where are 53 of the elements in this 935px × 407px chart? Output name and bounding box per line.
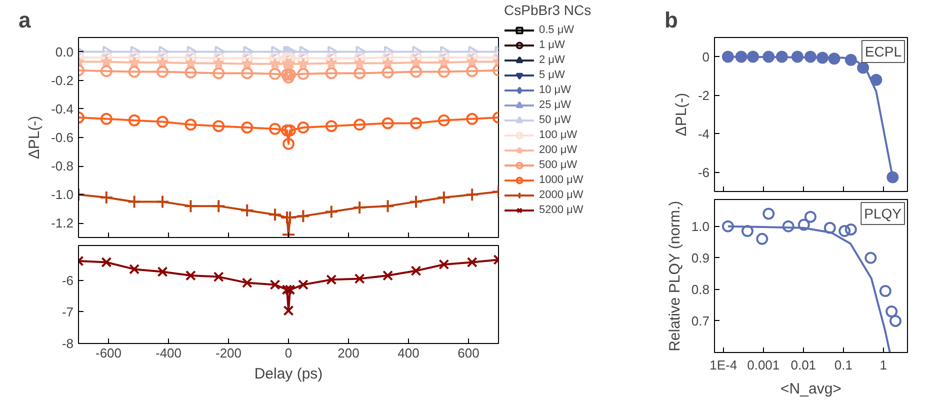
y-tick-label: -1.0 <box>51 187 74 202</box>
annotation: PLQY <box>864 206 902 222</box>
legend-label: 500 μW <box>539 158 578 172</box>
legend-label: 200 μW <box>539 143 578 157</box>
y-tick-label: -1.2 <box>51 216 74 231</box>
y-tick-label: -0.2 <box>51 72 74 88</box>
y-tick-label: -8 <box>62 336 74 351</box>
annotation: ECPL <box>864 44 902 60</box>
legend-label: 25 μW <box>539 98 572 112</box>
x-tick-label: -400 <box>155 346 182 360</box>
x-tick-label: 0.1 <box>834 358 852 372</box>
y-axis-title: Relative PLQY (norm.) <box>666 200 684 352</box>
y-tick-label: 1.0 <box>691 218 710 234</box>
x-axis-title: <N_avg> <box>780 380 842 398</box>
x-axis-title: Delay (ps) <box>254 366 323 382</box>
x-tick-label: 200 <box>338 346 360 360</box>
y-tick-label: -7 <box>62 304 74 320</box>
y-tick-label: -0.8 <box>51 158 74 174</box>
y-tick-label: -4 <box>698 126 710 142</box>
y-axis-title: ΔPL(-) <box>672 92 690 136</box>
y-tick-label: -0.4 <box>51 101 74 116</box>
legend-label: 2 μW <box>539 53 565 67</box>
x-tick-label: 600 <box>458 346 480 360</box>
legend-label: 1000 μW <box>539 173 584 187</box>
y-tick-label: 0.7 <box>691 313 710 328</box>
y-tick-label: 0.8 <box>691 282 710 297</box>
legend-label: 2000 μW <box>539 188 584 202</box>
y-tick-label: -6 <box>62 272 74 288</box>
y-tick-label: 0.9 <box>691 250 710 266</box>
legend-label: 5 μW <box>539 68 565 82</box>
legend-label: 1 μW <box>539 38 565 52</box>
y-tick-label: -6 <box>698 164 710 180</box>
x-tick-label: 1 <box>880 358 888 372</box>
chart-title: b <box>664 8 678 32</box>
y-tick-label: -2 <box>698 88 710 103</box>
legend-label: 5200 μW <box>539 203 584 217</box>
x-tick-label: 0.001 <box>747 358 780 372</box>
y-tick-label: -0.6 <box>51 130 74 145</box>
y-axis-title: ΔPL(-) <box>26 116 44 160</box>
legend-label: 10 μW <box>539 83 572 97</box>
legend-label: 100 μW <box>539 128 578 142</box>
x-tick-label: 0.01 <box>790 358 816 372</box>
legend-title: CsPbBr3 NCs <box>504 2 592 18</box>
legend-label: 0.5 μW <box>539 23 574 37</box>
y-tick-label: 0.0 <box>55 44 74 60</box>
x-tick-label: -200 <box>215 346 242 360</box>
x-tick-label: 0 <box>284 346 292 360</box>
x-tick-label: -600 <box>95 346 122 360</box>
x-tick-label: 1E-4 <box>710 358 738 372</box>
y-tick-label: 0 <box>702 49 710 64</box>
chart-title: a <box>18 8 32 32</box>
legend-label: 50 μW <box>539 113 572 127</box>
x-tick-label: 400 <box>398 346 420 360</box>
